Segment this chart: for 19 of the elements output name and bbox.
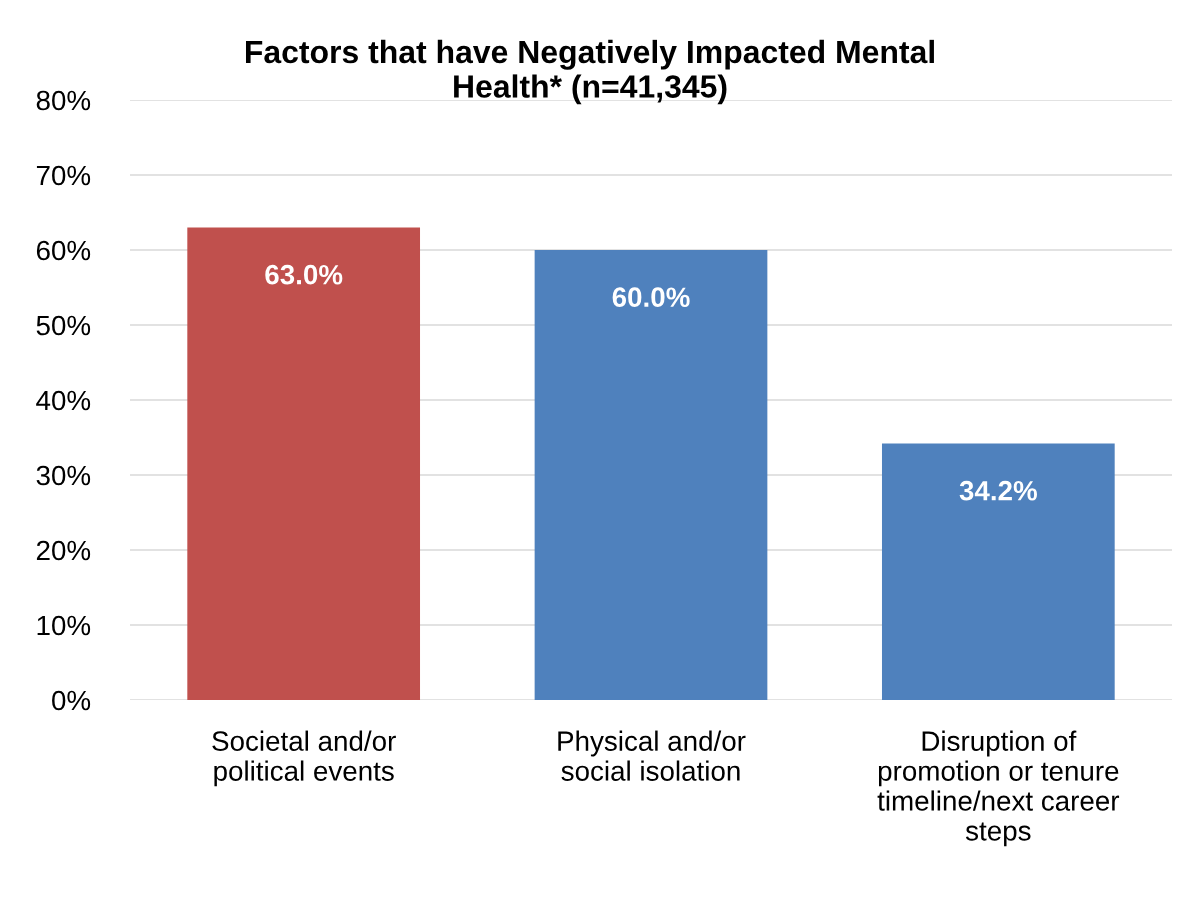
y-tick-label: 30% [36,465,91,486]
x-tick-label: Societal and/or political events [212,730,396,787]
bar [534,250,768,700]
x-tick-label: Disruption of promotion or tenure timeline/next career steps [877,730,1120,847]
y-tick-label: 0% [52,690,91,711]
chart-title: Factors that have Negatively Impacted Mental Health* (n=41,345) [245,39,934,105]
y-tick-label: 50% [36,315,91,336]
y-tick-label: 40% [36,390,91,411]
y-tick-label: 70% [36,165,91,186]
bar [187,227,421,700]
bar [881,443,1115,700]
x-tick-label: Physical and/or social isolation [558,730,746,781]
y-tick-label: 80% [36,90,91,111]
data-label: 60.0% [612,287,690,308]
data-label: 34.2% [959,480,1037,501]
y-tick-label: 20% [36,540,91,561]
data-label: 63.0% [265,264,343,285]
y-tick-label: 60% [36,240,91,261]
y-tick-label: 10% [37,615,91,636]
